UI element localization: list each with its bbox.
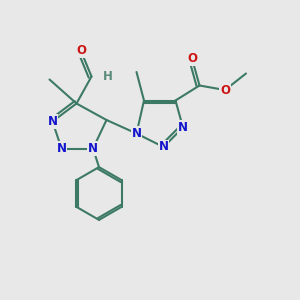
Text: O: O (76, 44, 86, 58)
Text: O: O (220, 83, 230, 97)
Text: N: N (131, 127, 142, 140)
Text: N: N (88, 142, 98, 155)
Text: H: H (103, 70, 113, 83)
Text: O: O (187, 52, 197, 65)
Text: N: N (158, 140, 169, 154)
Text: N: N (56, 142, 67, 155)
Text: N: N (47, 115, 58, 128)
Text: N: N (178, 121, 188, 134)
